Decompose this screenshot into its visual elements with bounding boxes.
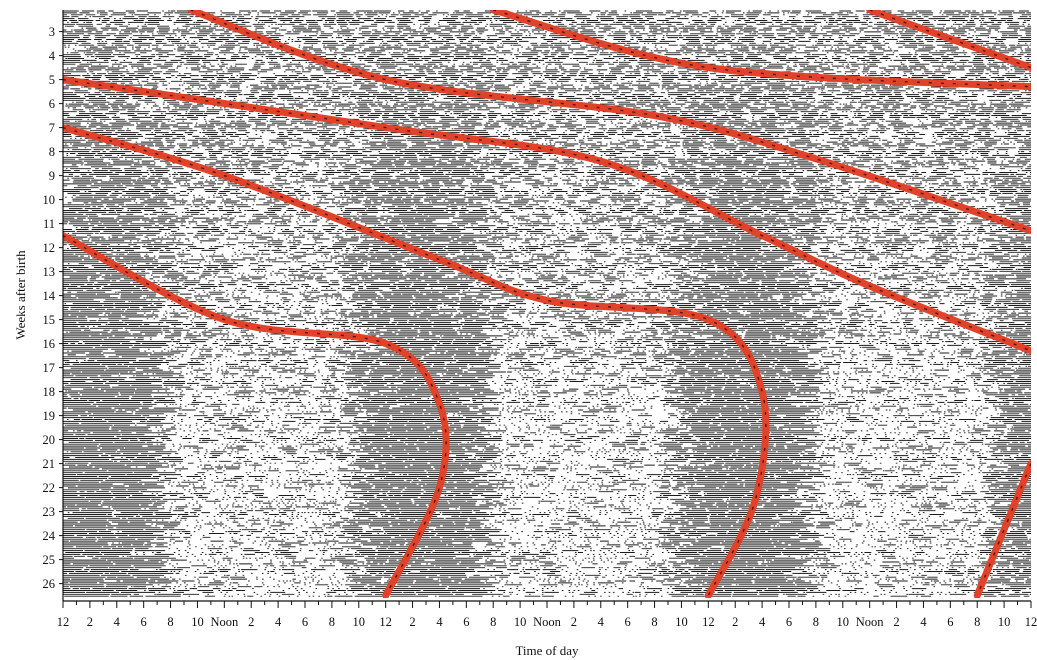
x-tick-label: 6 — [302, 615, 308, 629]
trend-line-5 — [489, 10, 1031, 91]
x-tick-label: 6 — [786, 615, 792, 629]
x-tick-label: 2 — [248, 615, 254, 629]
sleep-bars-layer — [63, 10, 1031, 597]
y-tick-label: 20 — [43, 433, 56, 447]
x-tick-label: 10 — [837, 615, 850, 629]
x-tick-label: 6 — [141, 615, 147, 629]
x-tick-label: 10 — [191, 615, 204, 629]
y-tick-label: 24 — [43, 529, 56, 543]
x-tick-label: Noon — [210, 615, 239, 629]
x-tick-label: 12 — [57, 615, 70, 629]
x-tick-label: 8 — [490, 615, 496, 629]
y-tick-label: 14 — [43, 289, 56, 303]
x-tick-label: 2 — [732, 615, 738, 629]
x-tick-label: 10 — [998, 615, 1011, 629]
y-tick-label: 10 — [43, 193, 56, 207]
x-tick-label: 2 — [571, 615, 577, 629]
y-tick-label: 23 — [43, 505, 56, 519]
x-tick-label: 4 — [114, 615, 121, 629]
x-tick-label: 2 — [409, 615, 415, 629]
y-tick-label: 18 — [43, 385, 56, 399]
x-tick-label: 6 — [625, 615, 631, 629]
x-tick-label: Noon — [856, 615, 885, 629]
trend-line-7 — [973, 460, 1031, 598]
y-tick-label: 16 — [43, 337, 56, 351]
x-tick-label: 12 — [1025, 615, 1037, 629]
y-tick-label: 21 — [43, 457, 56, 471]
y-tick-label: 5 — [49, 73, 55, 87]
x-tick-label: 10 — [675, 615, 688, 629]
trend-line-core-6 — [869, 10, 1031, 69]
x-tick-label: 2 — [893, 615, 899, 629]
x-tick-label: 8 — [329, 615, 335, 629]
x-tick-label: 12 — [379, 615, 392, 629]
trend-line-3 — [63, 124, 770, 598]
y-tick-label: 9 — [49, 169, 55, 183]
x-axis-title: Time of day — [515, 643, 579, 658]
x-tick-label: 10 — [353, 615, 366, 629]
x-tick-label: 4 — [920, 615, 927, 629]
y-tick-label: 25 — [43, 553, 56, 567]
x-tick-label: Noon — [533, 615, 562, 629]
x-tick-label: 4 — [759, 615, 766, 629]
y-tick-label: 15 — [43, 313, 56, 327]
y-tick-label: 4 — [49, 49, 56, 63]
y-tick-label: 7 — [49, 121, 55, 135]
x-tick-label: 4 — [275, 615, 282, 629]
x-tick-label: 12 — [702, 615, 715, 629]
x-tick-label: 4 — [436, 615, 443, 629]
x-tick-label: 8 — [651, 615, 657, 629]
y-tick-label: 12 — [43, 241, 56, 255]
trend-line-core-4 — [63, 234, 447, 596]
x-tick-label: 6 — [947, 615, 953, 629]
trend-lines-layer — [63, 10, 1031, 598]
y-tick-label: 8 — [49, 145, 55, 159]
y-axis-title: Weeks after birth — [13, 250, 28, 340]
x-tick-label: 4 — [598, 615, 605, 629]
y-tick-label: 6 — [49, 97, 55, 111]
trend-line-core-2 — [63, 78, 1031, 352]
x-tick-label: 2 — [87, 615, 93, 629]
x-tick-label: 8 — [813, 615, 819, 629]
y-tick-label: 11 — [43, 217, 55, 231]
y-tick-label: 26 — [43, 577, 56, 591]
trend-line-core-1 — [190, 10, 1031, 232]
y-tick-label: 13 — [43, 265, 56, 279]
x-tick-label: 8 — [167, 615, 173, 629]
y-tick-label: 3 — [49, 25, 55, 39]
axes-layer: 3456789101112131415161718192021222324252… — [43, 10, 1037, 629]
x-tick-label: 10 — [514, 615, 527, 629]
x-tick-label: 6 — [463, 615, 469, 629]
y-tick-label: 19 — [43, 409, 56, 423]
x-tick-label: 8 — [974, 615, 980, 629]
y-tick-label: 17 — [43, 361, 56, 375]
y-tick-label: 22 — [43, 481, 56, 495]
